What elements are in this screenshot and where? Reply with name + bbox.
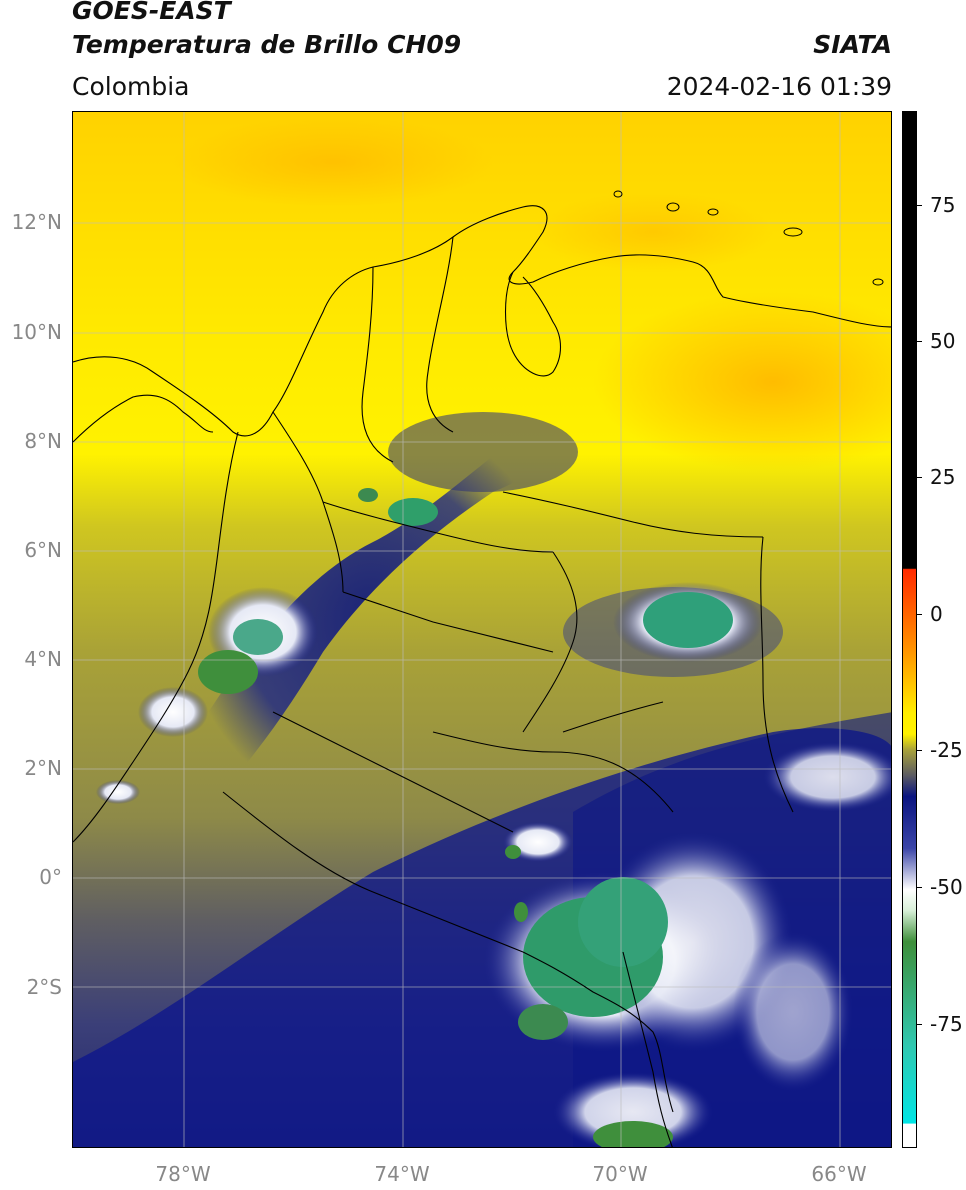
datetime-label: 2024-02-16 01:39 [666,72,892,101]
lon-label: 74°W [374,1162,430,1186]
colorbar-tick-mark [917,1024,922,1026]
region-label: Colombia [72,72,190,101]
colorbar-tick-label: 25 [930,465,956,489]
colorbar-gradient [903,112,916,1147]
colorbar-tick-label: -25 [930,738,963,762]
map-canvas [73,112,891,1147]
product-title: Temperatura de Brillo CH09 [72,30,462,59]
colorbar-tick-label: -50 [930,875,963,899]
lon-label: 66°W [811,1162,867,1186]
lat-label: 4°N [24,647,62,671]
colorbar-tick-mark [917,341,922,343]
colorbar [902,111,917,1148]
graticule [73,112,891,1147]
lat-label: 6°N [24,538,62,562]
islands [613,190,884,286]
lat-label: 8°N [24,429,62,453]
colorbar-tick-label: -75 [930,1012,963,1036]
lat-label: 2°N [24,756,62,780]
brightness-temperature-map[interactable] [72,111,892,1148]
lat-label: 0° [39,865,62,889]
colorbar-tick-label: 50 [930,329,956,353]
colorbar-tick-label: 0 [930,602,943,626]
colorbar-tick-label: 75 [930,193,956,217]
colorbar-tick-mark [917,205,922,207]
colorbar-tick-mark [917,477,922,479]
colorbar-tick-mark [917,750,922,752]
lat-label: 12°N [11,210,62,234]
colorbar-tick-mark [917,614,922,616]
lon-label: 78°W [155,1162,211,1186]
satellite-title: GOES-EAST [72,0,231,25]
agency-label: SIATA [813,30,892,59]
coastlines-and-borders [73,205,891,1147]
colorbar-tick-mark [917,887,922,889]
lat-label: 2°S [26,975,62,999]
lon-label: 70°W [592,1162,648,1186]
lat-label: 10°N [11,320,62,344]
